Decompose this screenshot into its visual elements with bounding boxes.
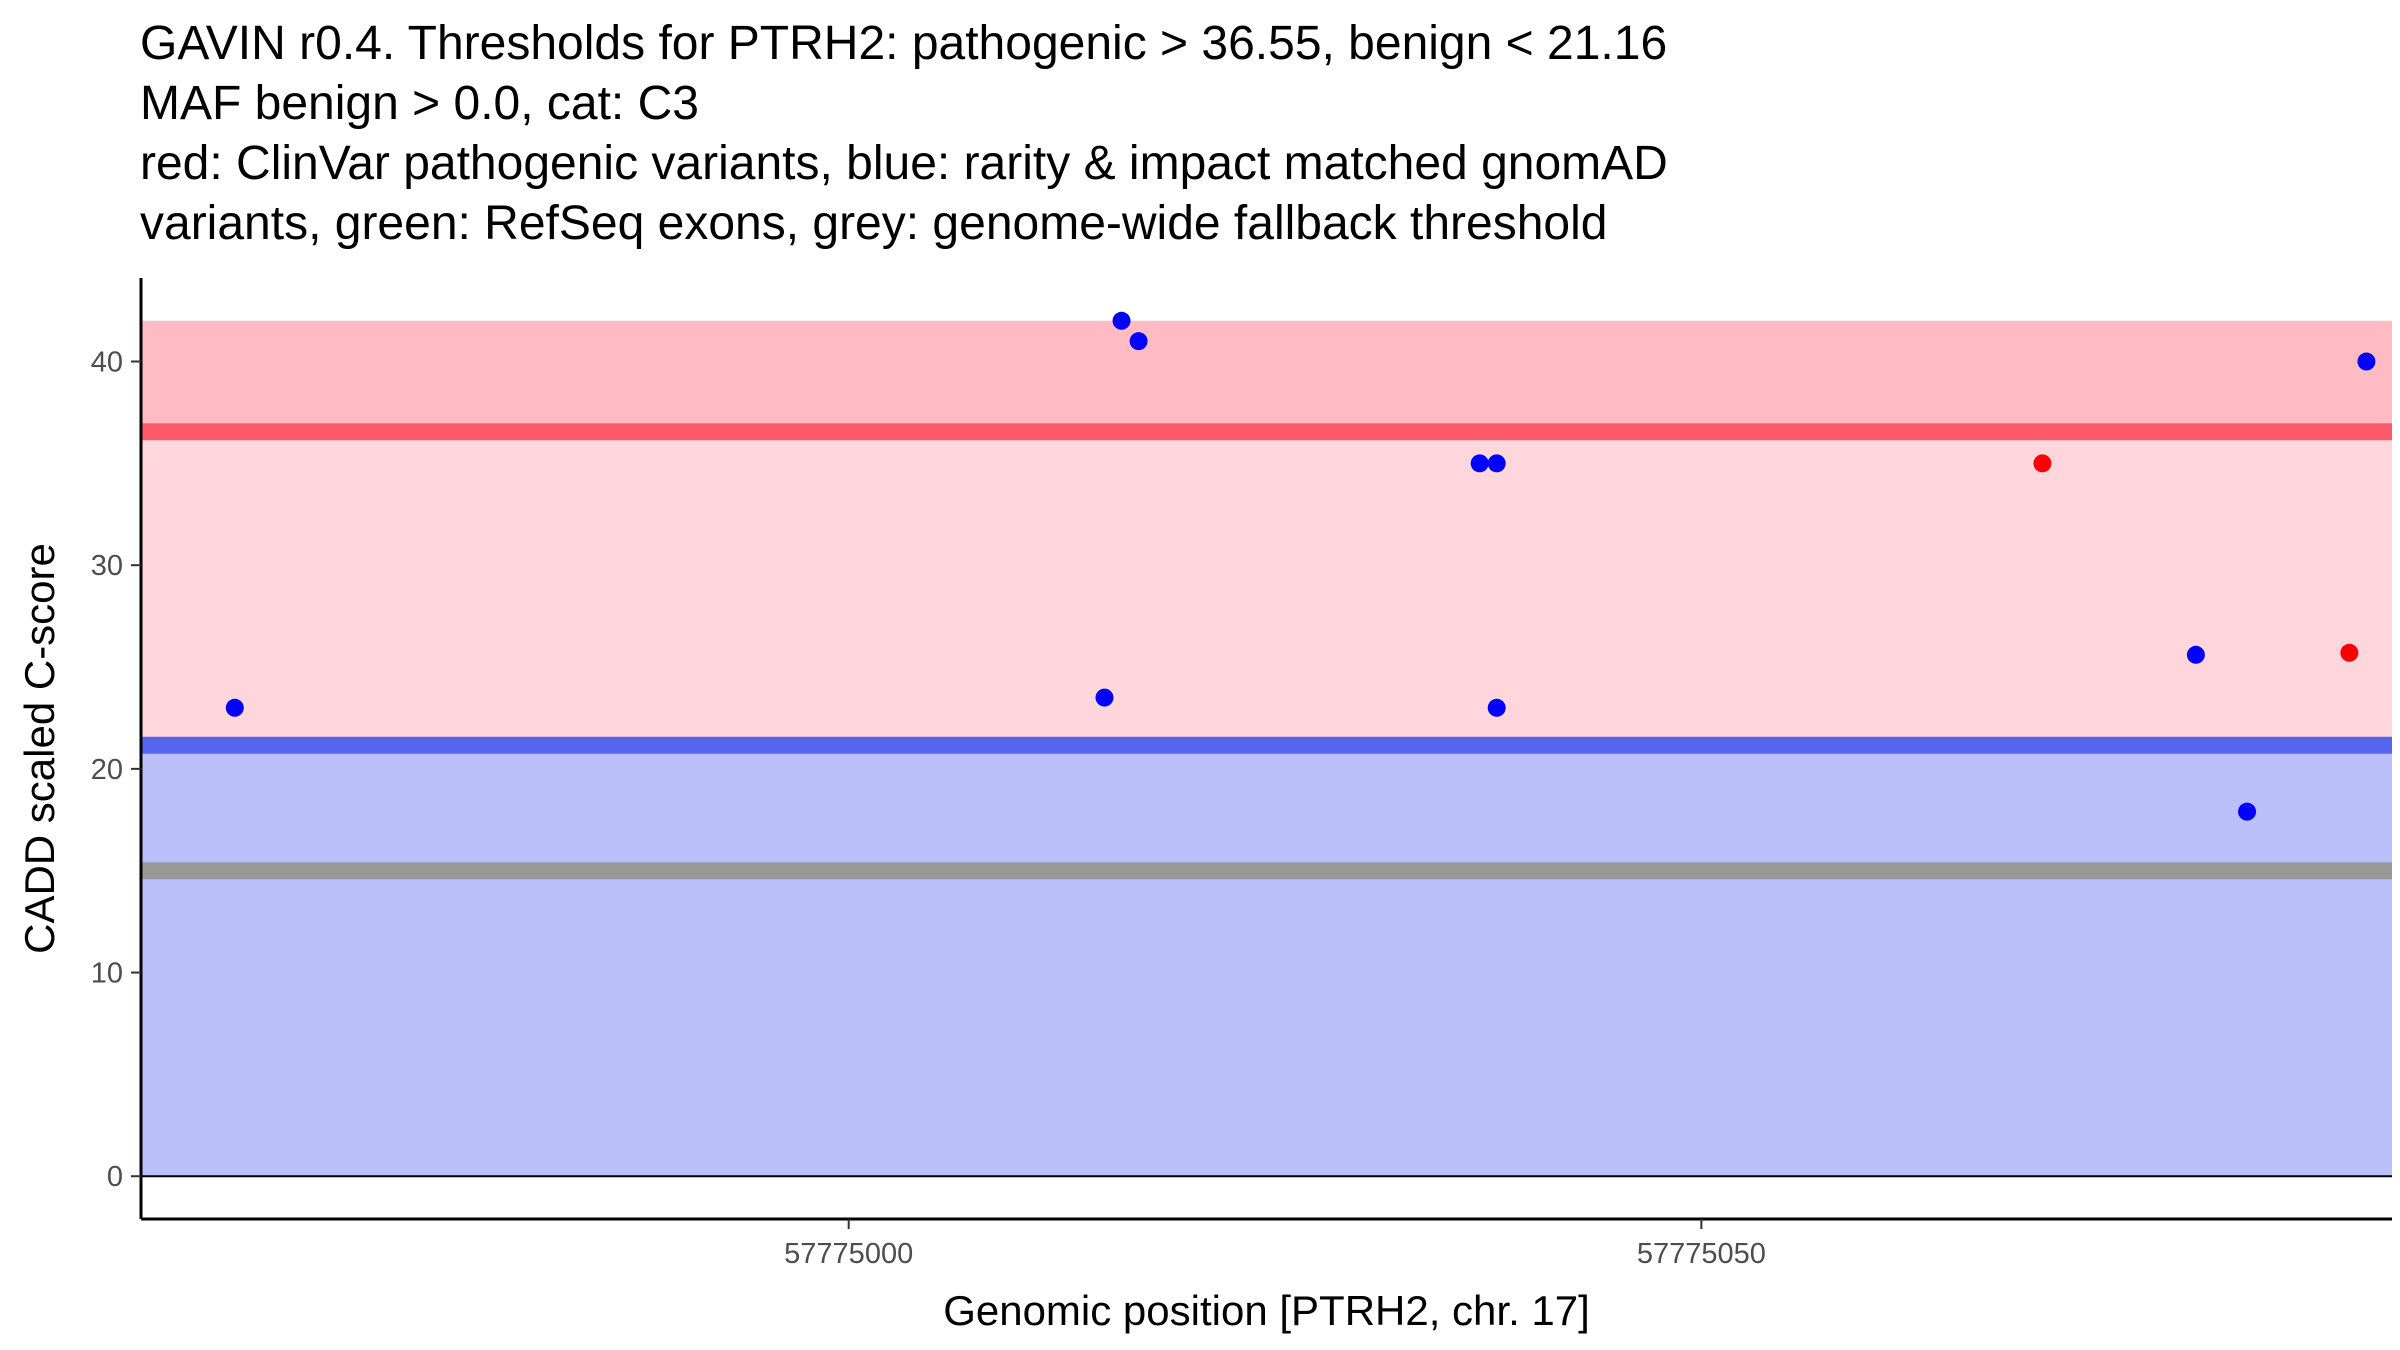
threshold-bands [141,320,2392,1177]
pathogenic-band [141,431,2392,746]
benign-band [141,745,2392,1177]
clinvar-point-1 [2033,454,2052,473]
y-tick-label-0: 0 [107,1161,123,1193]
gnomad-point-6 [1487,454,1506,473]
y-tick-label-10: 10 [91,958,123,990]
clinvar-point-2 [2340,643,2359,662]
gnomad-point-10 [2357,352,2376,371]
gnomad-point-5 [1470,454,1489,473]
x-axis-title: Genomic position [PTRH2, chr. 17] [943,1287,1590,1334]
title-line-3: red: ClinVar pathogenic variants, blue: … [140,137,1668,190]
title-line-4: variants, green: RefSeq exons, grey: gen… [140,197,1608,250]
title-line-1: GAVIN r0.4. Thresholds for PTRH2: pathog… [140,17,1668,70]
gnomad-point-7 [1487,698,1506,717]
y-tick-label-30: 30 [91,550,123,582]
gnomad-point-4 [1129,332,1148,351]
pathogenic-upper-band [141,320,2392,432]
y-axis-title: CADD scaled C-score [16,543,63,954]
gnomad-point-1 [225,698,244,717]
data-points [225,311,2376,821]
x-tick-label-1: 57775000 [784,1238,913,1270]
gnomad-point-3 [1112,311,1131,330]
y-tick-label-40: 40 [91,347,123,379]
chart-title: GAVIN r0.4. Thresholds for PTRH2: pathog… [140,14,1668,254]
threshold-lines [141,423,2392,880]
x-tick-label-2: 57775050 [1637,1238,1766,1270]
gnomad-point-2 [1095,688,1114,707]
y-tick-label-20: 20 [91,754,123,786]
title-line-2: MAF benign > 0.0, cat: C3 [140,77,699,130]
gnomad-point-9 [2238,802,2257,821]
axes: 0 10 20 30 40 57775000 57775050 [91,278,2392,1270]
gnomad-point-8 [2186,645,2205,664]
